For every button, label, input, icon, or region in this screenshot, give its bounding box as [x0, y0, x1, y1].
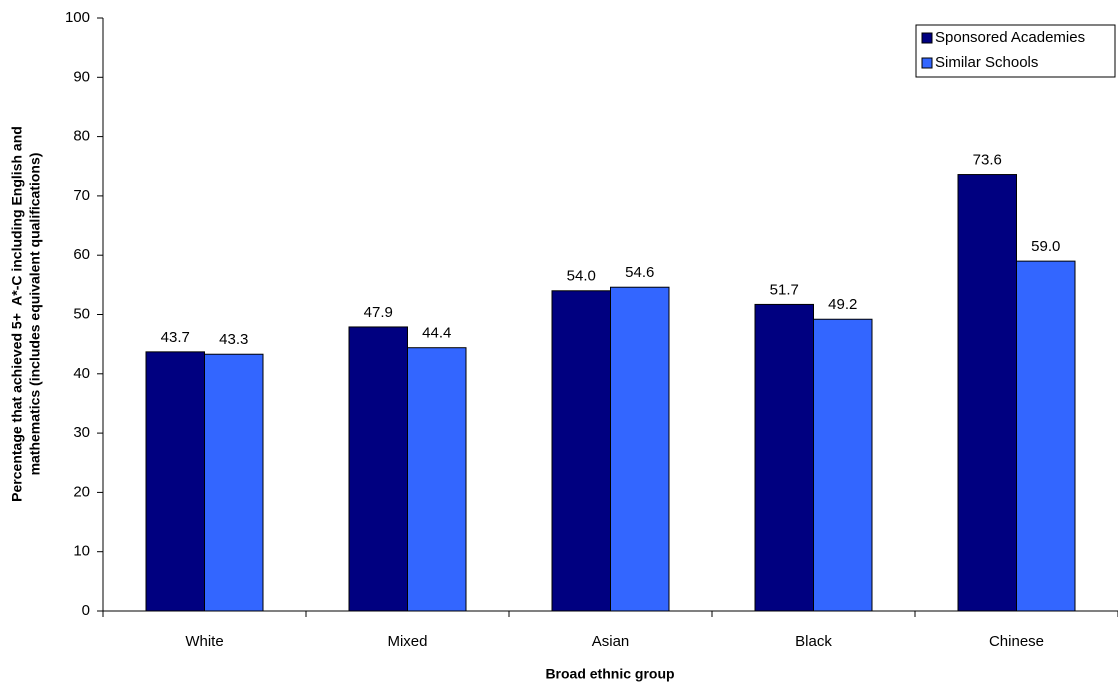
bar	[754, 303, 814, 612]
legend-swatch	[921, 57, 933, 69]
y-tick-label: 0	[82, 602, 90, 619]
data-label: 47.9	[364, 304, 393, 321]
y-tick-label: 40	[73, 365, 90, 382]
y-tick-label: 50	[73, 305, 90, 322]
legend-label: Sponsored Academies	[935, 29, 1085, 46]
data-label: 73.6	[973, 152, 1002, 169]
data-label: 43.7	[161, 329, 190, 346]
bar	[145, 351, 205, 612]
x-tick-label: White	[185, 633, 223, 650]
x-tick-label: Mixed	[387, 633, 427, 650]
bar	[551, 290, 611, 612]
bar	[204, 353, 264, 612]
y-tick-label: 100	[65, 9, 90, 26]
y-axis-title: Percentage that achieved 5+ A*-C includi…	[9, 126, 25, 502]
bar	[348, 326, 408, 612]
y-tick-label: 70	[73, 187, 90, 204]
y-tick-label: 10	[73, 543, 90, 560]
y-tick-label: 20	[73, 483, 90, 500]
bar	[957, 174, 1017, 612]
legend-box	[915, 24, 1116, 78]
y-tick-label: 90	[73, 68, 90, 85]
y-axis-title: mathematics (includes equivalent qualifi…	[27, 153, 43, 476]
x-tick-label: Chinese	[989, 633, 1044, 650]
data-label: 59.0	[1031, 238, 1060, 255]
y-tick-label: 60	[73, 246, 90, 263]
y-tick-label: 80	[73, 128, 90, 145]
data-label: 54.0	[567, 268, 596, 285]
x-tick-label: Asian	[592, 633, 630, 650]
legend-swatch	[921, 32, 933, 44]
y-tick-label: 30	[73, 424, 90, 441]
data-label: 51.7	[770, 281, 799, 298]
x-axis-title: Broad ethnic group	[545, 666, 674, 682]
bar	[610, 286, 670, 612]
bar	[407, 347, 467, 612]
bar	[813, 318, 873, 612]
x-tick-label: Black	[795, 633, 832, 650]
data-label: 44.4	[422, 325, 451, 342]
data-label: 54.6	[625, 264, 654, 281]
data-label: 49.2	[828, 296, 857, 313]
bar	[1016, 260, 1076, 612]
legend-label: Similar Schools	[935, 54, 1038, 71]
data-label: 43.3	[219, 331, 248, 348]
